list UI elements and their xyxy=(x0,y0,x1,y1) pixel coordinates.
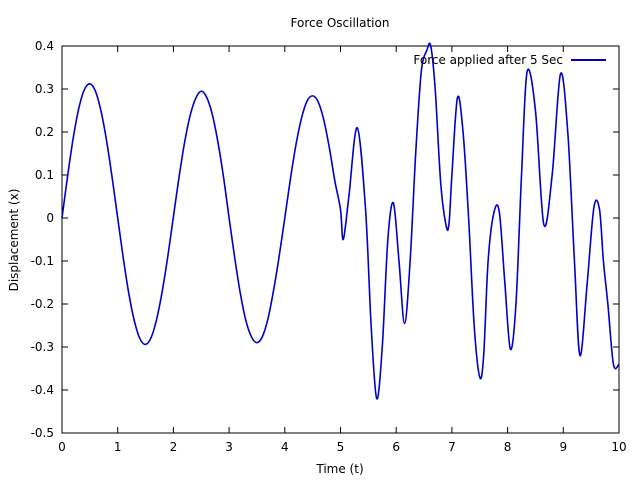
y-axis-label: Displacement (x) xyxy=(7,189,21,292)
y-tick-label: 0.1 xyxy=(35,168,54,182)
x-tick-label: 10 xyxy=(611,440,626,454)
x-tick-label: 7 xyxy=(448,440,456,454)
y-tick-label: -0.3 xyxy=(31,340,54,354)
x-tick-label: 6 xyxy=(392,440,400,454)
x-axis-ticks: 0 1 2 3 4 5 6 7 8 9 10 xyxy=(58,46,627,454)
x-tick-label: 3 xyxy=(225,440,233,454)
legend: Force applied after 5 Sec xyxy=(413,53,606,67)
x-tick-label: 8 xyxy=(504,440,512,454)
series-line xyxy=(61,42,620,400)
x-tick-label: 0 xyxy=(58,440,66,454)
chart-title: Force Oscillation xyxy=(291,16,390,30)
x-tick-label: 5 xyxy=(337,440,345,454)
y-tick-label: 0.4 xyxy=(35,39,54,53)
y-tick-label: 0 xyxy=(46,211,54,225)
x-axis-label: Time (t) xyxy=(315,462,363,476)
y-tick-label: -0.1 xyxy=(31,254,54,268)
x-tick-label: 1 xyxy=(114,440,122,454)
legend-label: Force applied after 5 Sec xyxy=(413,53,563,67)
y-tick-label: -0.5 xyxy=(31,426,54,440)
y-axis-ticks: -0.5 -0.4 -0.3 -0.2 -0.1 0 0.1 0.2 0.3 0.4 xyxy=(31,39,619,440)
series-group xyxy=(61,42,620,400)
y-tick-label: 0.2 xyxy=(35,125,54,139)
y-tick-label: 0.3 xyxy=(35,82,54,96)
y-tick-label: -0.4 xyxy=(31,383,54,397)
x-tick-label: 4 xyxy=(281,440,289,454)
x-tick-label: 2 xyxy=(170,440,178,454)
y-tick-label: -0.2 xyxy=(31,297,54,311)
x-tick-label: 9 xyxy=(559,440,567,454)
